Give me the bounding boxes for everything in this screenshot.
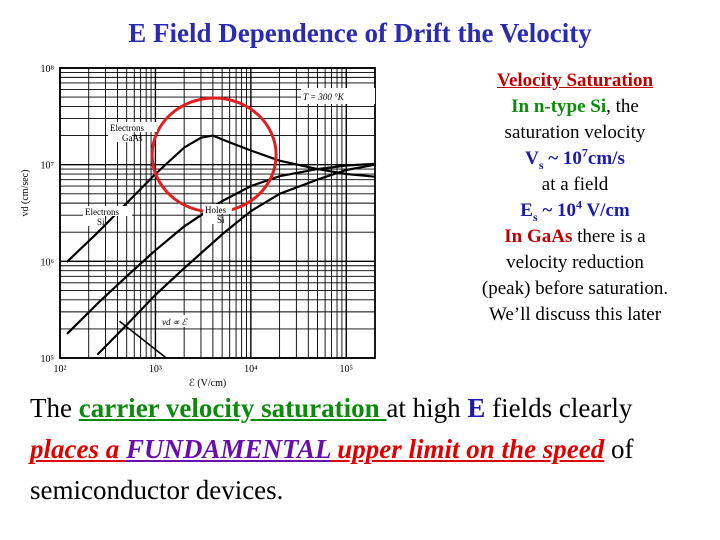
highlight-e: E xyxy=(467,393,486,423)
side-vs-formula: Vs ~ 107cm/s xyxy=(525,145,625,172)
series-label: Holes xyxy=(205,205,226,215)
highlight-fundamental: FUNDAMENTAL xyxy=(125,434,331,464)
x-tick-label: 10³ xyxy=(149,364,162,375)
proportional-line xyxy=(118,320,167,359)
side-line7: velocity reduction xyxy=(506,252,644,273)
slide-title: E Field Dependence of Drift the Velocity xyxy=(128,18,592,48)
series-line-0 xyxy=(66,134,377,263)
highlight-carrier-velocity: carrier velocity saturation xyxy=(78,393,387,423)
series-label-bg xyxy=(83,206,132,216)
conclusion-paragraph: The carrier velocity saturation at high … xyxy=(30,393,634,505)
chart-curves xyxy=(66,96,377,359)
highlight-upper-limit: upper limit on the speed xyxy=(330,434,605,464)
series-label: GaAs xyxy=(122,133,143,143)
series-label: Si xyxy=(97,217,105,227)
x-tick-label: 10⁵ xyxy=(340,364,354,375)
side-gaas: In GaAs xyxy=(504,226,573,247)
side-es-formula: Es ~ 104 V/cm xyxy=(520,197,630,224)
series-label-bg xyxy=(203,214,217,224)
velocity-saturation-panel: Velocity Saturation In n-type Si, the sa… xyxy=(450,68,700,328)
y-tick-label: 10⁶ xyxy=(41,257,55,268)
y-tick-label: 10⁷ xyxy=(41,161,55,172)
series-label-bg xyxy=(83,216,97,226)
x-axis-label: ℰ (V/cm) xyxy=(189,378,226,388)
series-label: Si xyxy=(217,215,225,225)
y-tick-label: 10⁵ xyxy=(41,354,55,365)
inset-label-bg xyxy=(301,88,375,104)
side-line2: saturation velocity xyxy=(504,122,646,143)
x-tick-label: 10⁴ xyxy=(244,364,258,375)
side-line4: at a field xyxy=(541,174,609,195)
side-gaas-rest: there is a xyxy=(572,226,646,247)
inset-label: T = 300 °K xyxy=(303,92,345,102)
x-tick-label: 10² xyxy=(54,364,67,375)
highlight-places-a: places a xyxy=(30,434,126,464)
series-line-1 xyxy=(66,162,377,335)
side-line1-rest: , the xyxy=(606,96,639,117)
plot-frame xyxy=(59,67,376,359)
annotation-label: vd ∝ ℰ xyxy=(162,317,188,327)
side-line8: (peak) before saturation. xyxy=(481,278,669,299)
series-line-2 xyxy=(96,163,377,356)
side-heading: Velocity Saturation xyxy=(496,70,654,91)
annotation-bg xyxy=(160,315,198,327)
highlight-circle xyxy=(150,96,278,214)
drift-velocity-chart: 10² 10³ 10⁴ 10⁵ 10⁵ 10⁶ 10⁷ 10⁸ ℰ (V/cm) vd (cm/s… xyxy=(20,64,377,388)
series-label-bg xyxy=(108,122,157,132)
series-label-bg xyxy=(203,204,232,214)
side-ntype-si: In n-type Si xyxy=(511,96,607,117)
series-label: Electrons xyxy=(85,207,119,217)
side-line9: We’ll discuss this later xyxy=(488,304,662,325)
y-axis-label: vd (cm/sec) xyxy=(20,170,31,217)
series-label: Electrons xyxy=(110,123,144,133)
y-tick-label: 10⁸ xyxy=(41,64,55,75)
series-label-bg xyxy=(108,132,132,142)
chart-labels: 10² 10³ 10⁴ 10⁵ 10⁵ 10⁶ 10⁷ 10⁸ ℰ (V/cm) vd (cm/s… xyxy=(20,64,375,388)
